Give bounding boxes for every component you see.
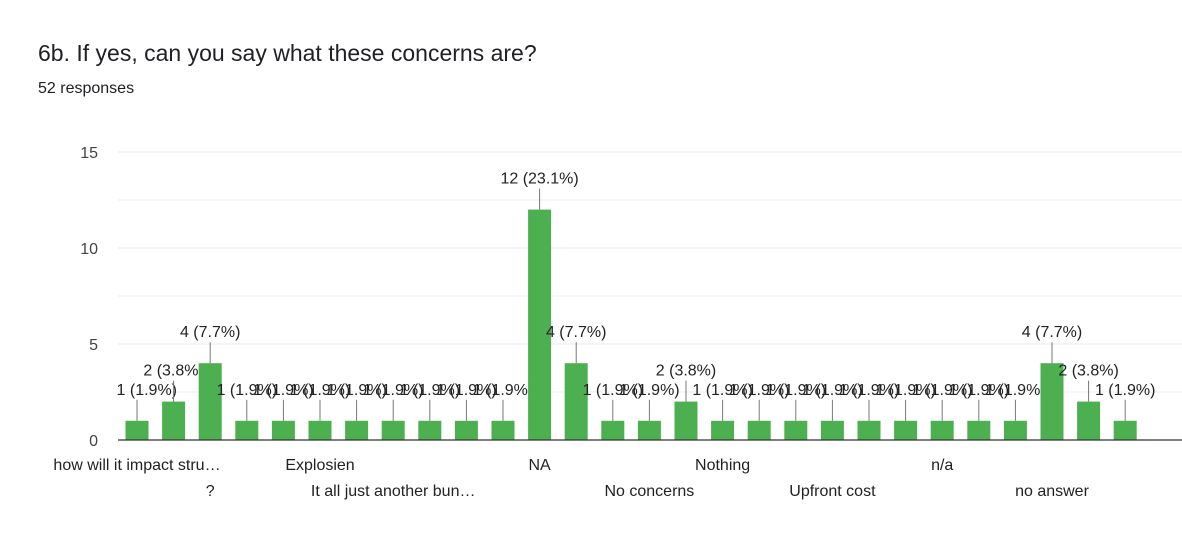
data-label: 2 (3.8%) <box>656 363 716 380</box>
bar <box>711 420 735 440</box>
bar <box>637 420 661 440</box>
x-category-label: how will it impact stru… <box>53 457 220 474</box>
chart-title: 6b. If yes, can you say what these conce… <box>38 40 537 66</box>
bar <box>308 420 332 440</box>
y-tick-label: 0 <box>89 433 98 450</box>
data-label: 1 (1.9%) <box>985 382 1045 399</box>
data-label: 1 (1.9%) <box>363 382 423 399</box>
bar <box>271 420 295 440</box>
bar <box>125 420 149 440</box>
response-count: 52 responses <box>38 80 135 97</box>
data-label: 1 (1.9%) <box>117 382 177 399</box>
x-category-label: Explosien <box>285 457 354 474</box>
data-label: 1 (1.9%) <box>400 382 460 399</box>
bar <box>930 420 954 440</box>
data-label: 1 (1.9%) <box>217 382 277 399</box>
data-label: 1 (1.9%) <box>1095 382 1155 399</box>
data-label: 1 (1.9%) <box>326 382 386 399</box>
bar <box>1040 363 1064 440</box>
x-category-label: ? <box>206 483 215 500</box>
data-label: 1 (1.9%) <box>766 382 826 399</box>
bar <box>528 209 552 440</box>
y-tick-label: 5 <box>89 337 98 354</box>
bar <box>454 420 478 440</box>
data-label: 1 (1.9%) <box>436 382 496 399</box>
data-label: 2 (3.8%) <box>143 363 203 380</box>
data-label: 1 (1.9%) <box>583 382 643 399</box>
data-label: 1 (1.9%) <box>290 382 350 399</box>
x-category-label: NA <box>528 457 551 474</box>
bar <box>564 363 588 440</box>
x-category-label: Nothing <box>695 457 750 474</box>
bar <box>381 420 405 440</box>
bar <box>967 420 991 440</box>
data-label: 1 (1.9%) <box>473 382 533 399</box>
data-label: 1 (1.9%) <box>729 382 789 399</box>
bar <box>674 401 698 440</box>
bar <box>1003 420 1027 440</box>
data-label: 1 (1.9%) <box>692 382 752 399</box>
x-category-label: No concerns <box>604 483 694 500</box>
data-label: 1 (1.9%) <box>619 382 679 399</box>
bar <box>894 420 918 440</box>
bar <box>1077 401 1101 440</box>
x-category-label: Upfront cost <box>789 483 876 500</box>
data-label: 1 (1.9%) <box>875 382 935 399</box>
data-label: 4 (7.7%) <box>546 324 606 341</box>
bar <box>418 420 442 440</box>
bar <box>198 363 222 440</box>
bar <box>784 420 808 440</box>
y-tick-label: 10 <box>80 241 98 258</box>
bar <box>601 420 625 440</box>
bar <box>747 420 771 440</box>
x-category-label: It all just another bun… <box>311 483 476 500</box>
data-label: 1 (1.9%) <box>912 382 972 399</box>
data-label: 12 (23.1%) <box>500 171 578 188</box>
bar <box>820 420 844 440</box>
data-label: 1 (1.9%) <box>949 382 1009 399</box>
data-label: 4 (7.7%) <box>180 324 240 341</box>
data-label: 1 (1.9%) <box>802 382 862 399</box>
x-category-label: no answer <box>1015 483 1089 500</box>
data-label: 1 (1.9%) <box>253 382 313 399</box>
bar <box>345 420 369 440</box>
bar <box>857 420 881 440</box>
bar <box>235 420 259 440</box>
x-category-label: n/a <box>931 457 953 474</box>
bar <box>1113 420 1137 440</box>
y-tick-label: 15 <box>80 145 98 162</box>
data-label: 1 (1.9%) <box>839 382 899 399</box>
data-label: 4 (7.7%) <box>1022 324 1082 341</box>
bar <box>162 401 186 440</box>
bar <box>491 420 515 440</box>
data-label: 2 (3.8%) <box>1058 363 1118 380</box>
